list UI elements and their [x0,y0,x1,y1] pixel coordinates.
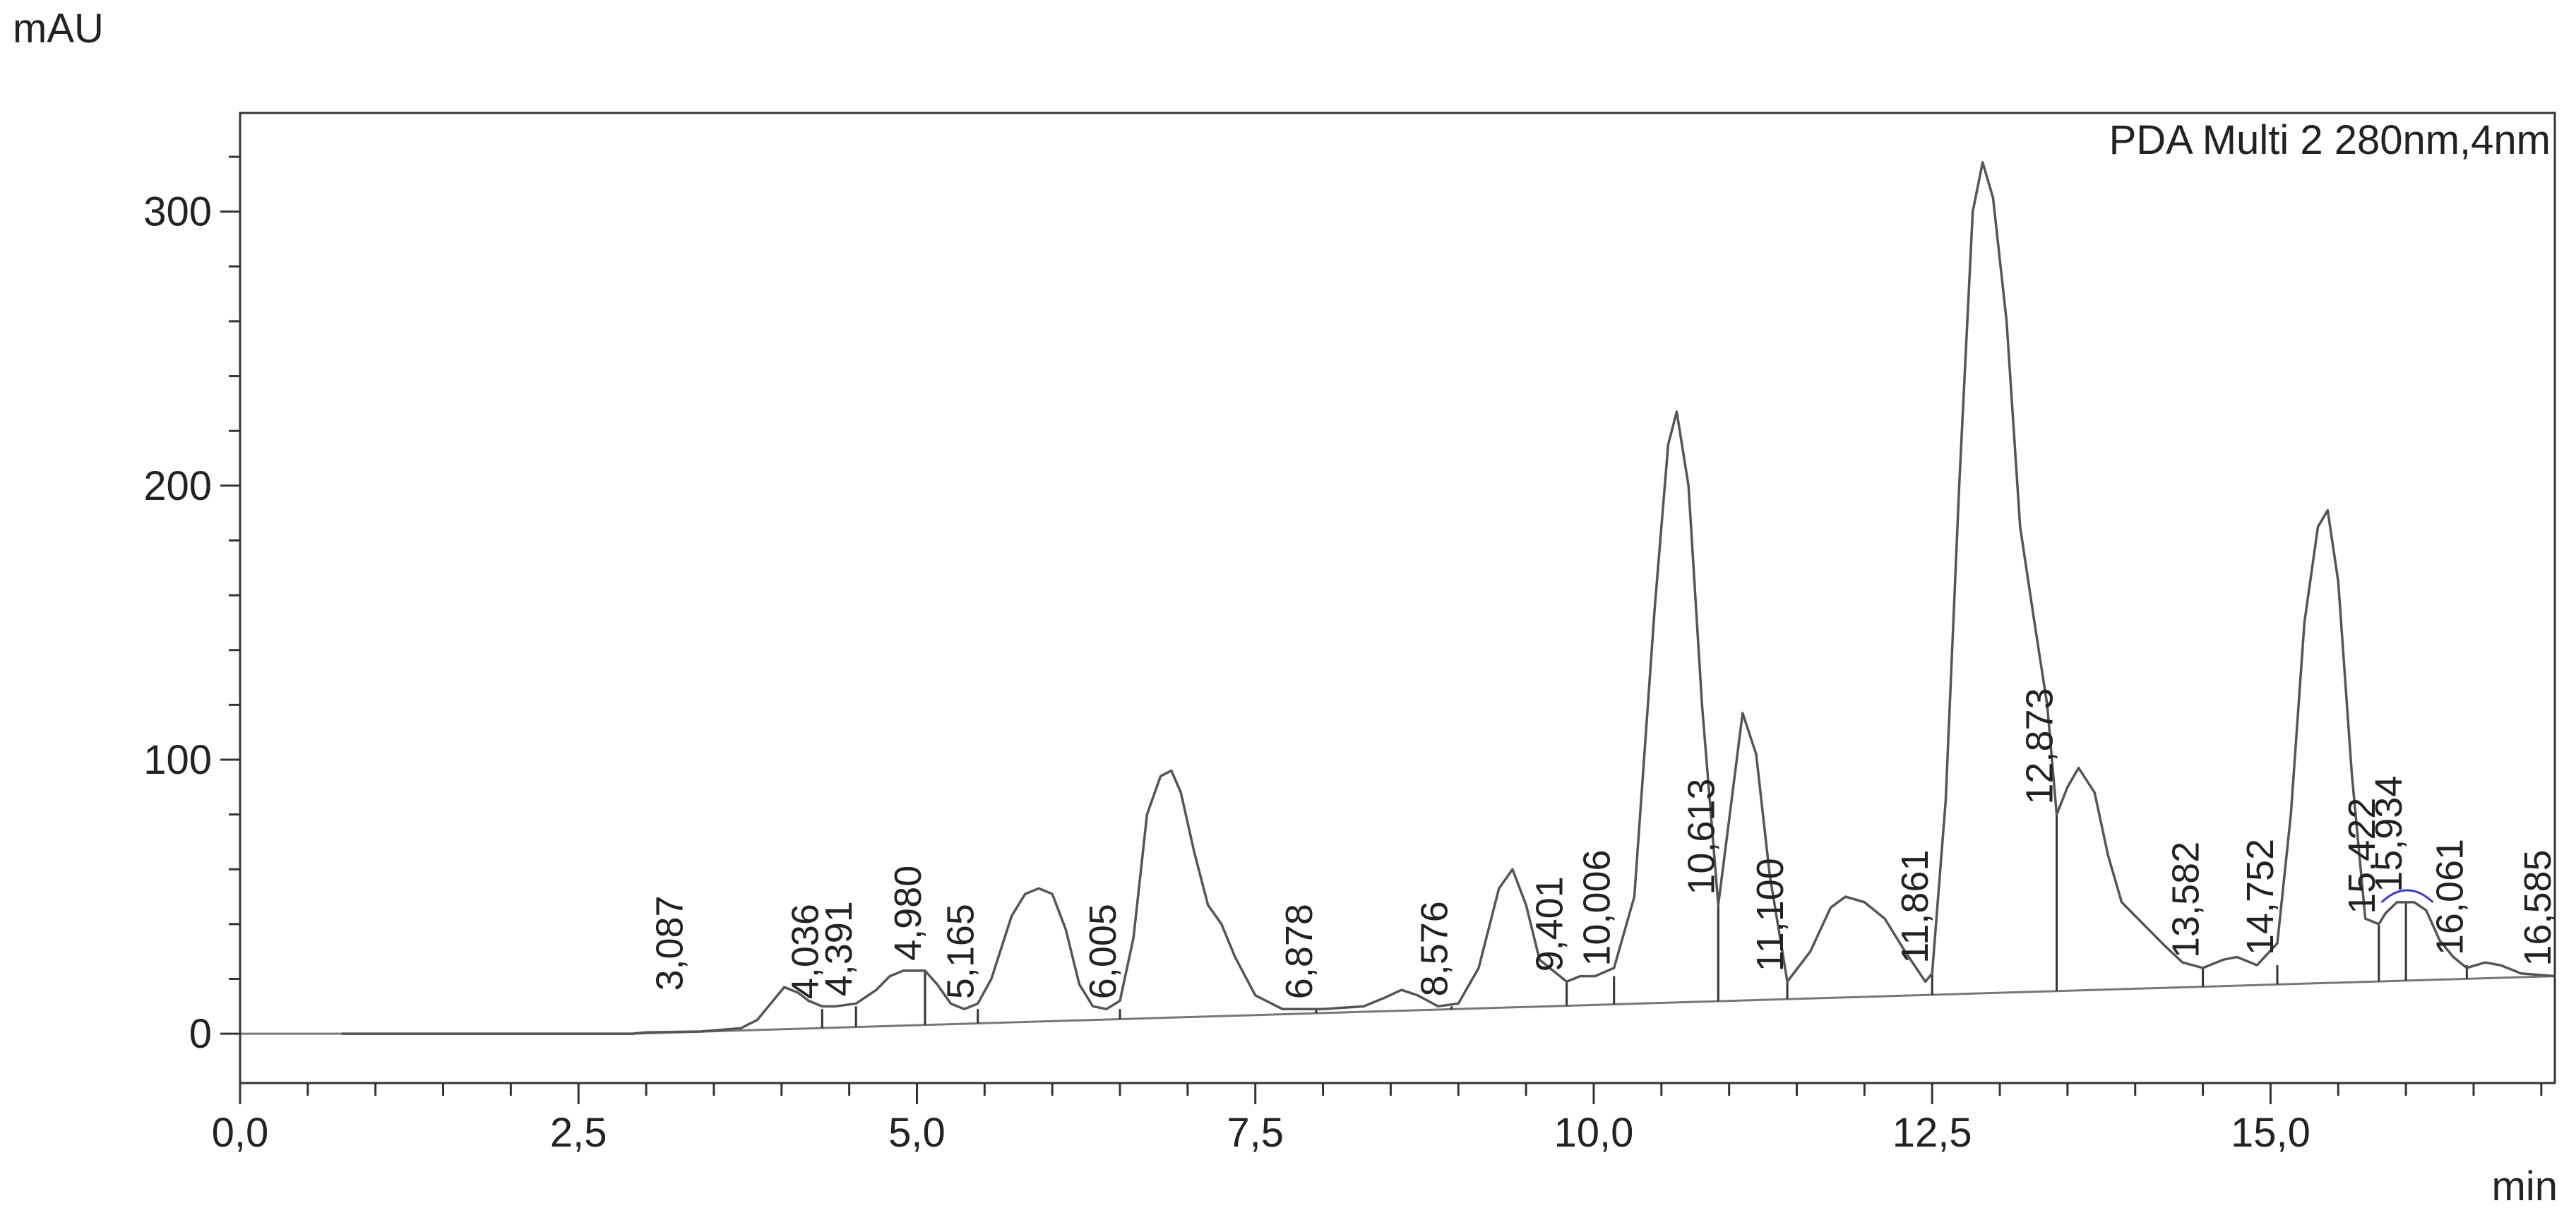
x-axis-unit-label: min [2492,1164,2558,1209]
x-tick-label: 7,5 [1227,1110,1284,1156]
x-tick-label: 2,5 [550,1110,607,1156]
peak-label: 15,934 [2368,776,2410,892]
x-tick-label: 10,0 [1554,1110,1634,1156]
blue-annotation-arc [2380,889,2434,904]
x-tick-label: 5,0 [888,1110,946,1156]
peak-label: 12,873 [2019,688,2061,804]
y-axis-unit-label: mAU [13,6,104,52]
y-ticks-group: 0 100 200 300 [143,155,240,1057]
peak-label: 11,861 [1894,850,1936,964]
peak-label: 11,100 [1749,858,1791,971]
peak-label: 10,613 [1680,779,1722,895]
peak-label: 4,391 [818,901,860,996]
peak-label: 6,878 [1278,904,1320,999]
y-tick-label: 300 [143,189,212,235]
peak-label: 5,165 [940,904,982,999]
series-group [341,161,2556,1035]
peak-label: 10,006 [1576,849,1618,966]
y-tick-label: 0 [189,1011,212,1057]
plot-frame [239,112,2556,1084]
peak-label: 9,401 [1529,876,1571,971]
peak-label: 4,980 [887,866,929,961]
blue-annotation-group [2380,889,2434,904]
peak-label: 13,582 [2165,842,2207,958]
x-ticks-group: 0,0 2,5 5,0 7,5 10,0 12,5 15,0 [212,1083,2543,1156]
y-tick-label: 200 [143,463,212,509]
legend-label: PDA Multi 2 280nm,4nm [2109,117,2551,163]
peak-label: 16,585 [2517,849,2559,966]
peak-label: 15,422 [2341,798,2383,914]
peak-label: 4,036 [784,904,826,999]
x-tick-label: 12,5 [1892,1110,1972,1156]
peak-label: 14,752 [2239,839,2282,955]
peak-label: 6,005 [1082,904,1124,999]
peak-label: 16,061 [2428,839,2471,955]
x-tick-label: 15,0 [2231,1110,2310,1156]
peak-label: 8,576 [1414,901,1456,996]
x-tick-label: 0,0 [212,1110,269,1156]
chromatogram-trace [341,161,2556,1035]
peak-label: 3,087 [649,895,691,991]
y-tick-label: 100 [143,737,212,783]
